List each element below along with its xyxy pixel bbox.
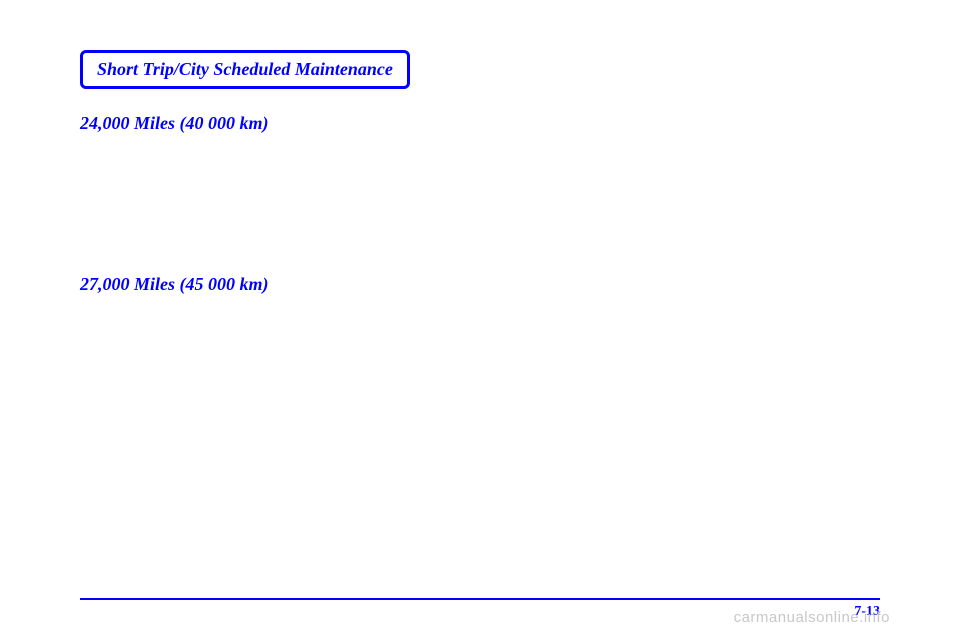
header-box: Short Trip/City Scheduled Maintenance [80, 50, 410, 89]
footer-rule [80, 598, 880, 600]
header-title: Short Trip/City Scheduled Maintenance [97, 59, 393, 79]
section-body-1 [80, 144, 880, 264]
manual-page: Short Trip/City Scheduled Maintenance 24… [0, 0, 960, 640]
watermark-text: carmanualsonline.info [734, 609, 890, 626]
page-footer: 7-13 [80, 598, 880, 600]
section-body-2 [80, 305, 880, 425]
section-heading-2: 27,000 Miles (45 000 km) [80, 274, 880, 295]
section-heading-1: 24,000 Miles (40 000 km) [80, 113, 880, 134]
